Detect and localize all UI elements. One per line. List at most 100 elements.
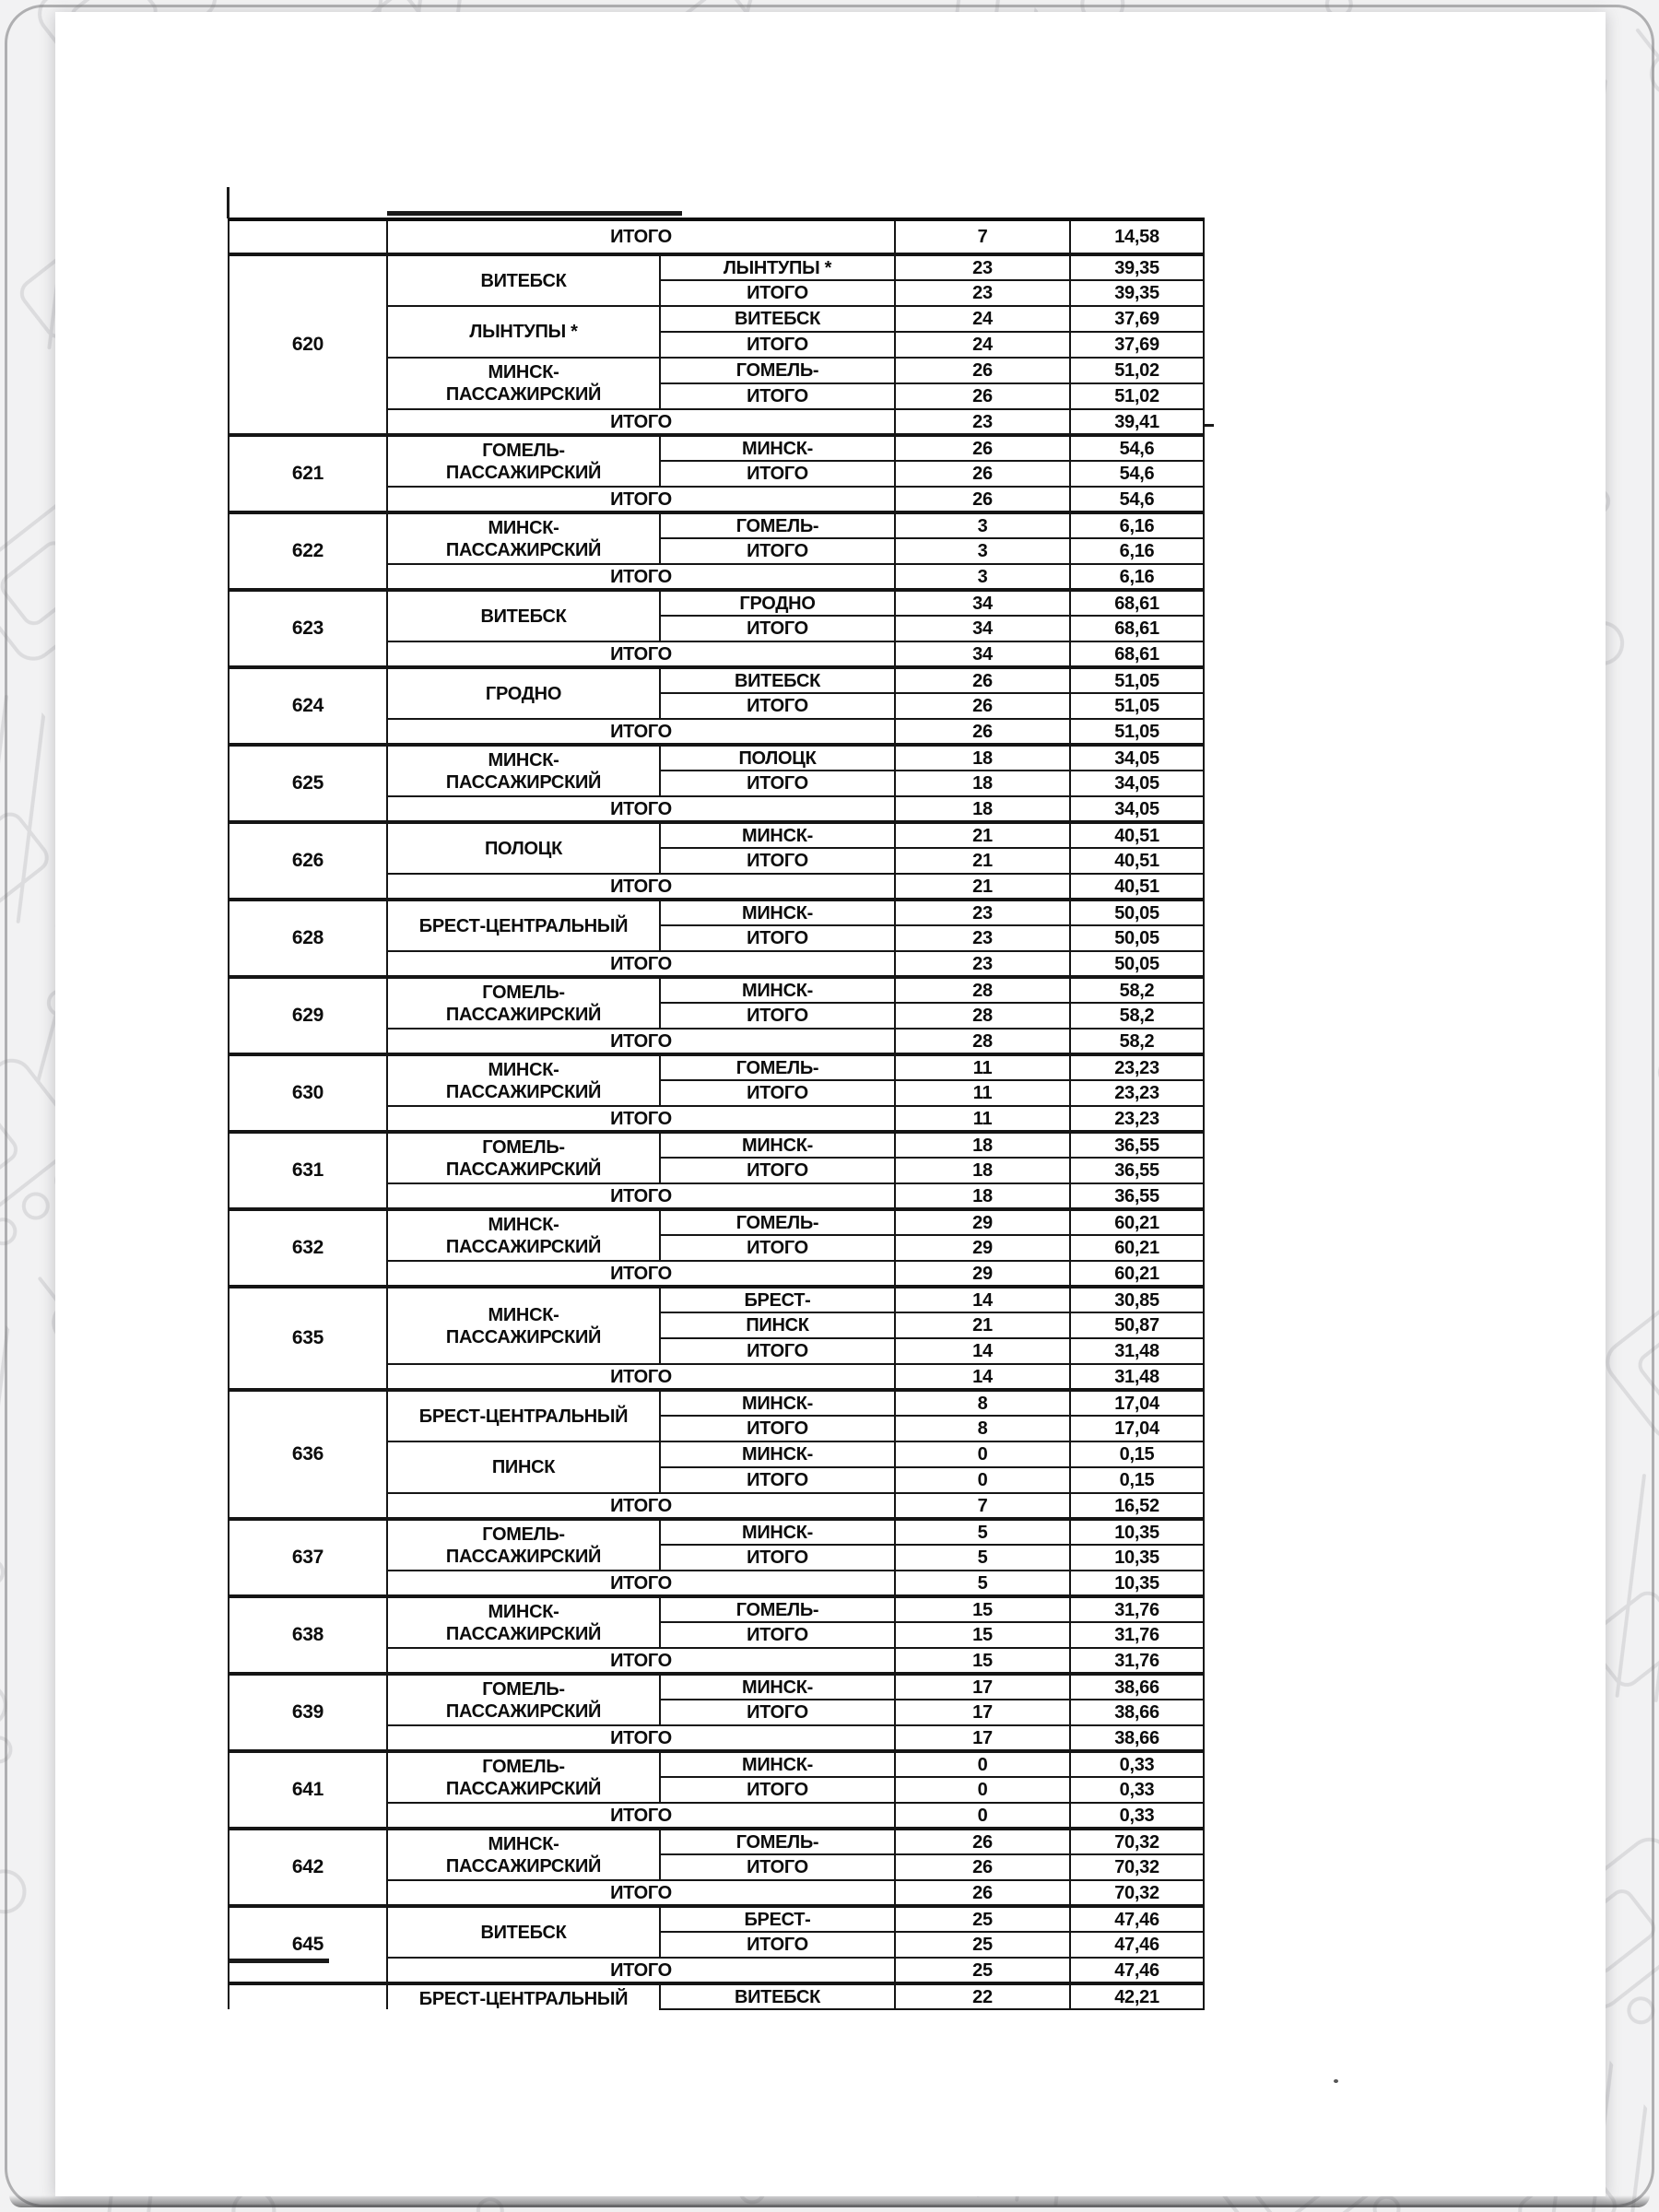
destination-station-cell: МИНСК- [660, 1132, 895, 1158]
table-row: 624ГРОДНОВИТЕБСК2651,05 [229, 667, 1204, 693]
load-value-cell: 51,05 [1070, 667, 1204, 693]
load-value-cell: 17,04 [1070, 1416, 1204, 1441]
train-number-cell: 631 [229, 1132, 387, 1209]
origin-station-cell: МИНСК- ПАССАЖИРСКИЙ [387, 512, 660, 564]
block-total-itogo-cell: ИТОГО [387, 564, 895, 590]
train-number-cell: 635 [229, 1287, 387, 1390]
block-total-itogo-cell: ИТОГО [387, 1571, 895, 1596]
block-total-value-cell: 68,61 [1070, 641, 1204, 667]
trips-count-cell: 17 [895, 1700, 1070, 1725]
scan-dot [1334, 2079, 1338, 2083]
load-value-cell: 51,05 [1070, 693, 1204, 719]
table-row: 623ВИТЕБСКГРОДНО3468,61 [229, 590, 1204, 616]
block-total-value-cell: 51,05 [1070, 719, 1204, 745]
load-value-cell: 70,32 [1070, 1854, 1204, 1880]
trips-count-cell: 26 [895, 435, 1070, 461]
load-value-cell: 60,21 [1070, 1209, 1204, 1235]
table-row: 621ГОМЕЛЬ- ПАССАЖИРСКИЙМИНСК-2654,6 [229, 435, 1204, 461]
block-total-value-cell: 31,76 [1070, 1648, 1204, 1674]
trips-count-cell: 8 [895, 1416, 1070, 1441]
train-number-cell: 636 [229, 1390, 387, 1519]
block-total-itogo-cell: ИТОГО [387, 1106, 895, 1132]
load-value-cell: 51,02 [1070, 383, 1204, 409]
train-number-cell [229, 1983, 387, 2009]
trips-count-cell: 0 [895, 1441, 1070, 1467]
load-value-cell: 23,23 [1070, 1054, 1204, 1080]
load-value-cell: 58,2 [1070, 1003, 1204, 1029]
block-total-count-cell: 0 [895, 1803, 1070, 1829]
trips-count-cell: 11 [895, 1080, 1070, 1106]
trips-count-cell: 26 [895, 461, 1070, 487]
table-row: 639ГОМЕЛЬ- ПАССАЖИРСКИЙМИНСК-1738,66 [229, 1674, 1204, 1700]
block-total-count-cell: 14 [895, 1364, 1070, 1390]
destination-station-cell: ПОЛОЦК [660, 745, 895, 771]
load-value-cell: 39,35 [1070, 254, 1204, 280]
train-number-cell: 630 [229, 1054, 387, 1132]
trips-count-cell: 0 [895, 1467, 1070, 1493]
trips-count-cell: 18 [895, 1132, 1070, 1158]
block-total-itogo-cell: ИТОГО [387, 1261, 895, 1287]
origin-station-cell: МИНСК- ПАССАЖИРСКИЙ [387, 745, 660, 796]
load-value-cell: 17,04 [1070, 1390, 1204, 1416]
destination-station-cell: МИНСК- [660, 1441, 895, 1467]
block-total-value-cell: 36,55 [1070, 1183, 1204, 1209]
table-row: 645ВИТЕБСКБРЕСТ-2547,46 [229, 1906, 1204, 1932]
load-value-cell: 37,69 [1070, 306, 1204, 332]
scan-dash [1205, 424, 1214, 427]
origin-station-cell: ВИТЕБСК [387, 1906, 660, 1958]
destination-station-cell: ПИНСК [660, 1312, 895, 1338]
cutoff-origin-station-text: БРЕСТ-ЦЕНТРАЛЬНЫЙ [388, 1988, 659, 2011]
destination-station-cell: МИНСК- [660, 1390, 895, 1416]
load-value-cell: 0,15 [1070, 1441, 1204, 1467]
train-number-cell [229, 219, 387, 254]
block-total-value-cell: 6,16 [1070, 564, 1204, 590]
table-row: 638МИНСК- ПАССАЖИРСКИЙГОМЕЛЬ-1531,76 [229, 1596, 1204, 1622]
trips-count-cell: 15 [895, 1622, 1070, 1648]
block-total-count-cell: 26 [895, 487, 1070, 512]
table-row: ИТОГО714,58 [229, 219, 1204, 254]
trips-count-cell: 11 [895, 1054, 1070, 1080]
trips-count-cell: 7 [895, 219, 1070, 254]
block-total-itogo-cell: ИТОГО [387, 796, 895, 822]
train-number-cell: 622 [229, 512, 387, 590]
itogo-label-cell: ИТОГО [660, 1338, 895, 1364]
origin-station-cell: ВИТЕБСК [387, 590, 660, 641]
load-value-cell: 47,46 [1070, 1932, 1204, 1958]
table-row: 625МИНСК- ПАССАЖИРСКИЙПОЛОЦК1834,05 [229, 745, 1204, 771]
scan-smudge [228, 1959, 329, 1963]
table-row: 631ГОМЕЛЬ- ПАССАЖИРСКИЙМИНСК-1836,55 [229, 1132, 1204, 1158]
train-number-cell: 620 [229, 254, 387, 435]
block-total-itogo-cell: ИТОГО [387, 874, 895, 900]
load-value-cell: 68,61 [1070, 590, 1204, 616]
origin-station-cell: ПИНСК [387, 1441, 660, 1493]
destination-station-cell: МИНСК- [660, 822, 895, 848]
train-number-cell: 639 [229, 1674, 387, 1751]
train-number-cell: 629 [229, 977, 387, 1054]
block-total-count-cell: 5 [895, 1571, 1070, 1596]
origin-station-cell: ГРОДНО [387, 667, 660, 719]
block-total-itogo-cell: ИТОГО [387, 1364, 895, 1390]
origin-station-cell: МИНСК- ПАССАЖИРСКИЙ [387, 1209, 660, 1261]
train-number-cell: 625 [229, 745, 387, 822]
block-total-value-cell: 31,48 [1070, 1364, 1204, 1390]
itogo-label-cell: ИТОГО [660, 693, 895, 719]
block-total-value-cell: 54,6 [1070, 487, 1204, 512]
train-number-cell: 621 [229, 435, 387, 512]
load-value-cell: 50,05 [1070, 925, 1204, 951]
origin-station-cell: ЛЫНТУПЫ * [387, 306, 660, 358]
block-total-itogo-cell: ИТОГО [387, 641, 895, 667]
load-value-cell: 51,02 [1070, 358, 1204, 383]
trips-count-cell: 25 [895, 1932, 1070, 1958]
destination-station-cell: МИНСК- [660, 1751, 895, 1777]
train-number-cell: 632 [229, 1209, 387, 1287]
table-row: 635МИНСК- ПАССАЖИРСКИЙБРЕСТ-1430,85 [229, 1287, 1204, 1312]
origin-station-cell: ГОМЕЛЬ- ПАССАЖИРСКИЙ [387, 1674, 660, 1725]
table-row: 626ПОЛОЦКМИНСК-2140,51 [229, 822, 1204, 848]
origin-station-cell: ГОМЕЛЬ- ПАССАЖИРСКИЙ [387, 1751, 660, 1803]
destination-station-cell: БРЕСТ- [660, 1906, 895, 1932]
table-row: 636БРЕСТ-ЦЕНТРАЛЬНЫЙМИНСК-817,04 [229, 1390, 1204, 1416]
itogo-label-cell: ИТОГО [660, 461, 895, 487]
trips-count-cell: 0 [895, 1751, 1070, 1777]
train-number-cell: 623 [229, 590, 387, 667]
cutoff-origin-station-cell: БРЕСТ-ЦЕНТРАЛЬНЫЙ [387, 1983, 660, 2009]
